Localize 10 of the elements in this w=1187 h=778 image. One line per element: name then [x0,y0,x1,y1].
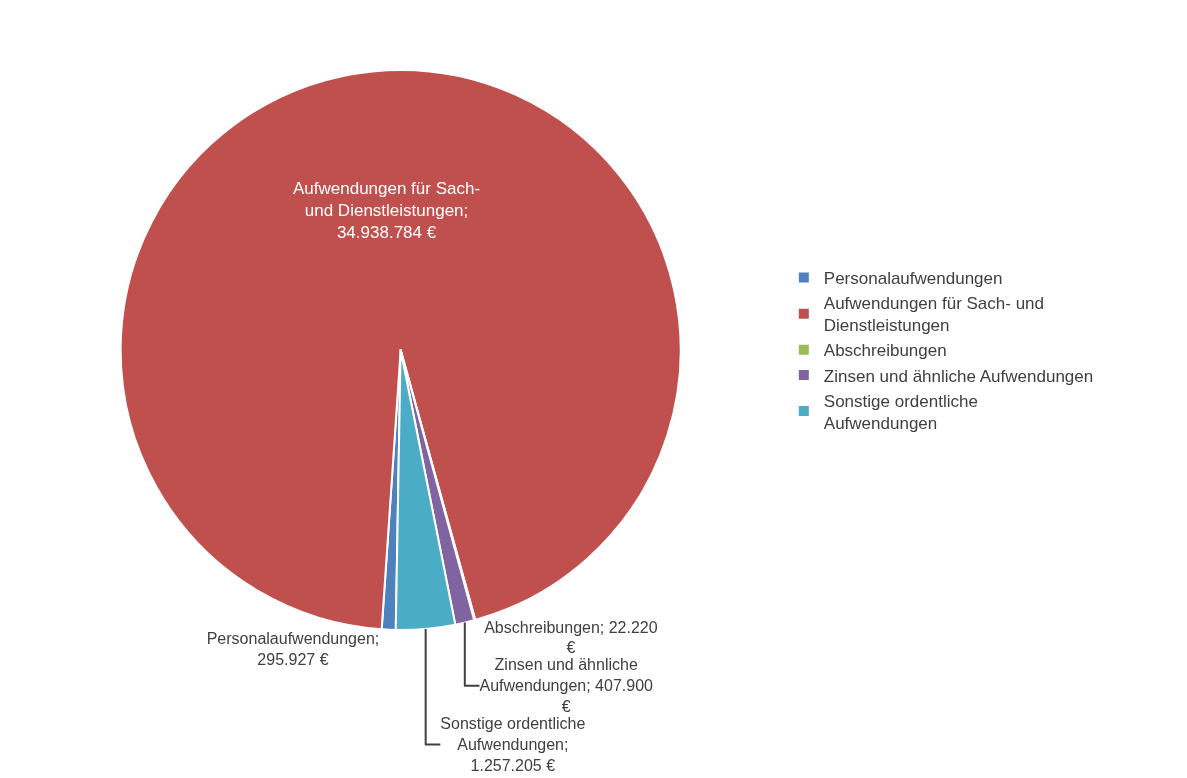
data-label: Sonstige ordentliche Aufwendungen; 1.257.205 € [440,715,586,774]
legend-label: Abschreibungen [823,341,947,361]
data-label: Personalaufwendungen; 295.927 € [206,629,380,668]
data-label: Aufwendungen für Sach- und Dienstleistungen; 34.938.784 € [292,179,481,243]
legend-label: Aufwendungen für Sach- und Dienstleistungen [823,294,1045,336]
legend-label: Sonstige ordentliche Aufwendungen [823,391,978,433]
legend-label: Personalaufwendungen [823,269,1003,289]
data-label: Zinsen und ähnliche Aufwendungen; 407.900 € [479,656,654,716]
data-label: Abschreibungen; 22.220 € [484,618,658,657]
legend-label: Zinsen und ähnliche Aufwendungen [823,366,1094,386]
